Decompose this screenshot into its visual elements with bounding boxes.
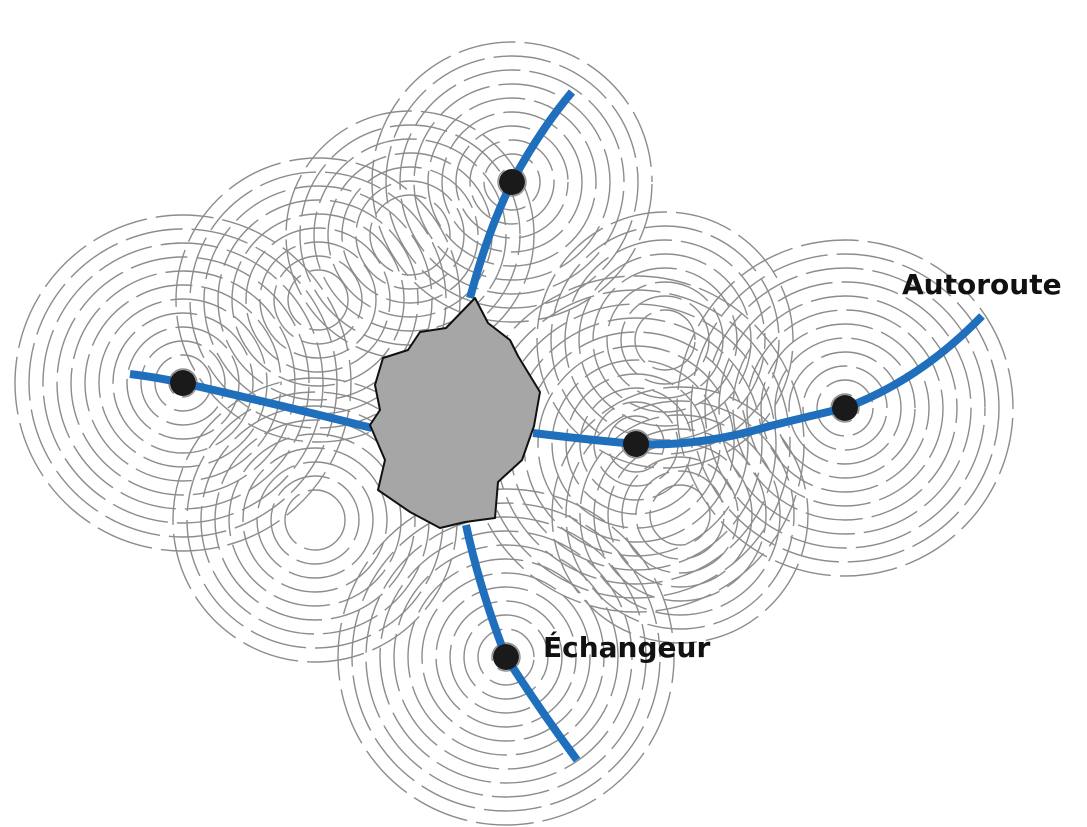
ripple-ring — [228, 433, 402, 607]
ripple-ring — [551, 386, 809, 644]
highway-east — [532, 313, 985, 449]
ripple-ring — [217, 199, 419, 401]
ripple-ring — [621, 456, 739, 574]
ripple-ring — [379, 530, 633, 784]
ripple-ring — [565, 400, 795, 630]
ripple-ring — [676, 239, 1014, 577]
interchange-node-east — [832, 395, 858, 421]
ripple-ring — [634, 309, 696, 371]
ripple-ring — [407, 558, 605, 756]
ripple-ring — [455, 125, 569, 239]
ripple-ring — [606, 281, 724, 399]
ripple-ring — [620, 295, 710, 385]
ripple-ring — [649, 484, 711, 546]
ripple-ring — [802, 365, 888, 451]
ripple-ring — [231, 213, 405, 387]
ripple-ring — [550, 225, 780, 455]
highway-west — [129, 370, 373, 432]
ripple-ring — [469, 139, 555, 225]
ripple-ring — [242, 447, 388, 593]
ripple-ring — [337, 488, 675, 826]
interchange-node-south — [493, 644, 519, 670]
ripple-ring — [746, 309, 944, 507]
ripple-ring — [365, 516, 647, 798]
ripple-ring — [690, 253, 1000, 563]
interchange-node-west — [170, 370, 196, 396]
ripple-ring — [732, 295, 958, 521]
ripple-ring — [449, 600, 563, 714]
ripple-ring — [427, 97, 597, 267]
ripple-ring — [551, 359, 721, 529]
ripple-ring — [259, 241, 377, 359]
interchange-label: Échangeur — [543, 630, 710, 664]
ripple-ring — [313, 138, 507, 332]
interchange-node-north — [499, 169, 525, 195]
highway-label: Autoroute — [902, 268, 1062, 301]
ripple-ring — [371, 41, 653, 323]
ripple-ring — [413, 83, 611, 281]
ripple-ring — [341, 166, 479, 304]
ripple-ring — [84, 284, 282, 482]
ripple-ring — [564, 239, 766, 441]
interchange-node-center-east — [623, 431, 649, 457]
ripple-ring — [760, 323, 930, 493]
ripple-ring — [816, 379, 874, 437]
ripple-ring — [42, 242, 324, 524]
ripple-ring — [14, 214, 352, 552]
ripple-ring — [483, 153, 541, 211]
ripple-ring — [214, 419, 416, 621]
ripple-ring — [593, 428, 767, 602]
ripple-ring — [477, 628, 535, 686]
ripple-ring — [140, 340, 226, 426]
ripple-ring — [399, 69, 625, 295]
ripple-ring — [704, 267, 986, 549]
ripple-ring — [592, 267, 738, 413]
ripple-ring — [28, 228, 338, 538]
ripple-ring — [788, 351, 902, 465]
ripple-ring — [441, 111, 583, 253]
ripple-ring — [435, 586, 577, 728]
ripple-ring — [497, 167, 527, 197]
ripple-ring — [270, 475, 360, 565]
ripple-ring — [536, 211, 794, 469]
ripple-ring — [273, 255, 363, 345]
ripple-ring — [369, 194, 451, 276]
ripple-ring — [635, 470, 725, 560]
ripple-ring — [463, 614, 549, 700]
ripple-ring — [98, 298, 268, 468]
ripple-ring — [154, 354, 212, 412]
ripple-ring — [393, 544, 619, 770]
ripple-ring — [385, 55, 639, 309]
ripple-ring — [578, 253, 752, 427]
highway-north — [466, 89, 576, 300]
ripple-ring — [421, 572, 591, 742]
ripple-ring — [112, 312, 254, 454]
ripple-ring — [355, 180, 465, 290]
ripple-ring — [491, 642, 521, 672]
ripple-ring — [287, 269, 349, 331]
city-core — [369, 297, 541, 529]
ripple-ring — [579, 414, 781, 616]
ripple-ring — [299, 124, 521, 346]
ripple-ring — [284, 489, 346, 551]
ripple-ring — [256, 461, 374, 579]
interchanges — [170, 169, 858, 670]
ripple-ring — [774, 337, 916, 479]
ripple-ring — [245, 227, 391, 373]
